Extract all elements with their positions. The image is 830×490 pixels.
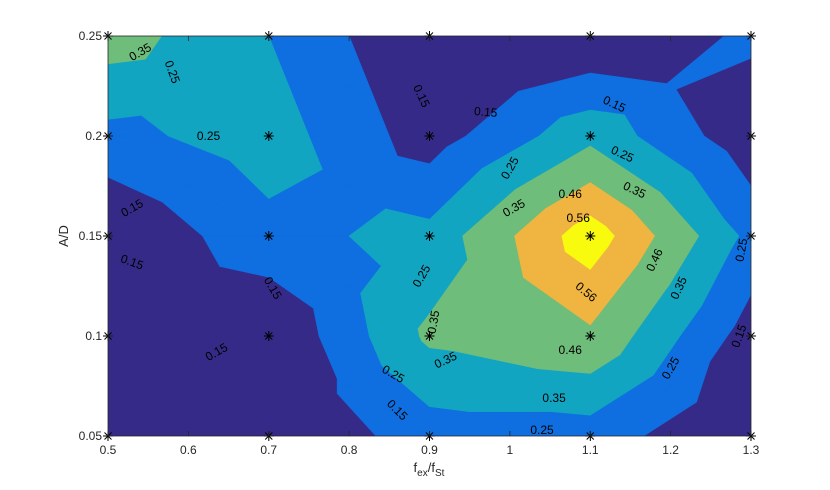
- contour-label: 0.46: [559, 343, 583, 357]
- y-tick-label: 0.15: [79, 229, 103, 243]
- x-tick-label: 1.1: [582, 443, 599, 457]
- x-tick-label: 1.3: [743, 443, 760, 457]
- x-tick-label: 0.6: [180, 443, 197, 457]
- contour-label: 0.35: [542, 391, 566, 405]
- y-axis: 0.05 0.1 0.15 0.2 0.25: [79, 29, 751, 443]
- y-tick-label: 0.25: [79, 29, 103, 43]
- data-point-marker: [263, 131, 274, 141]
- x-tick-label: 0.9: [421, 443, 438, 457]
- contour-label: 0.25: [197, 129, 221, 143]
- contour-label: 0.56: [567, 211, 591, 225]
- x-tick-label: 1.2: [662, 443, 679, 457]
- x-tick-label: 0.7: [260, 443, 277, 457]
- data-point-marker: [585, 131, 596, 141]
- data-point-marker: [263, 331, 274, 341]
- contour-band-5: [561, 215, 615, 270]
- y-axis-label: A/D: [56, 225, 71, 247]
- contour-label: 0.35: [425, 309, 443, 335]
- data-point-marker: [424, 131, 435, 141]
- y-tick-label: 0.05: [79, 429, 103, 443]
- y-tick-label: 0.1: [85, 329, 102, 343]
- data-point-marker: [585, 331, 596, 341]
- y-tick-label: 0.2: [85, 129, 102, 143]
- data-point-marker: [585, 231, 596, 241]
- data-point-marker: [263, 231, 274, 241]
- contour-label: 0.25: [530, 423, 554, 437]
- x-tick-label: 0.8: [341, 443, 358, 457]
- data-point-marker: [424, 331, 435, 341]
- x-axis-label: fex/fSt: [414, 460, 445, 479]
- contour-label: 0.15: [474, 104, 499, 120]
- contour-label: 0.46: [559, 187, 583, 201]
- contour-label: 0.25: [732, 237, 750, 263]
- x-tick-label: 0.5: [100, 443, 117, 457]
- x-tick-label: 1: [507, 443, 514, 457]
- x-axis: 0.5 0.6 0.7 0.8 0.9 1 1.1 1.2 1.3: [100, 36, 760, 457]
- data-point-marker: [424, 231, 435, 241]
